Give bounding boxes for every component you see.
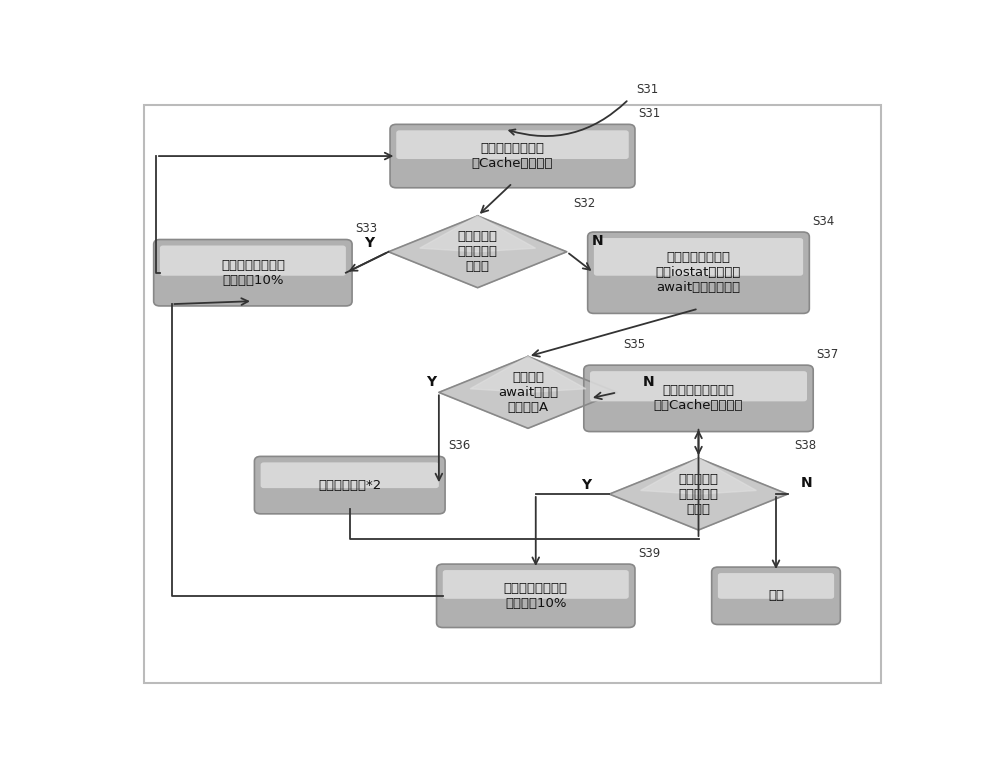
Text: Y: Y	[364, 235, 374, 250]
Text: S35: S35	[623, 337, 645, 350]
FancyBboxPatch shape	[584, 365, 813, 431]
Polygon shape	[470, 357, 586, 392]
FancyBboxPatch shape	[443, 570, 629, 599]
Text: S34: S34	[812, 215, 835, 228]
Text: N: N	[592, 234, 604, 248]
FancyBboxPatch shape	[594, 238, 803, 276]
FancyBboxPatch shape	[261, 462, 439, 488]
FancyBboxPatch shape	[254, 456, 445, 514]
Text: S31: S31	[638, 107, 660, 120]
Polygon shape	[388, 216, 567, 287]
Text: 该磁盘的
await值是否
高于阈值A: 该磁盘的 await值是否 高于阈值A	[498, 371, 558, 414]
Text: 将当前高低水位线
分别上调10%: 将当前高低水位线 分别上调10%	[221, 259, 285, 287]
FancyBboxPatch shape	[588, 232, 809, 313]
FancyBboxPatch shape	[154, 239, 352, 306]
Polygon shape	[641, 458, 756, 494]
Text: S37: S37	[816, 348, 839, 361]
Text: 再次查询阵列当前执
行的Cache刷新策略: 再次查询阵列当前执 行的Cache刷新策略	[654, 385, 743, 413]
FancyBboxPatch shape	[437, 564, 635, 628]
Text: S31: S31	[637, 83, 659, 96]
FancyBboxPatch shape	[144, 105, 881, 682]
Text: 查询阵列中所有磁
盘的iostat信息找出
await值最大的磁盘: 查询阵列中所有磁 盘的iostat信息找出 await值最大的磁盘	[656, 251, 741, 294]
Polygon shape	[439, 357, 617, 428]
Text: N: N	[642, 375, 654, 388]
Text: S36: S36	[448, 439, 470, 452]
FancyBboxPatch shape	[590, 371, 807, 402]
Text: Y: Y	[426, 375, 436, 388]
Polygon shape	[420, 216, 536, 252]
Text: Y: Y	[581, 478, 591, 492]
Text: 查询阵列当前执行
的Cache刷新策略: 查询阵列当前执行 的Cache刷新策略	[472, 142, 553, 170]
FancyBboxPatch shape	[712, 567, 840, 625]
Text: 刷新策略是
否为高水位
线刷新: 刷新策略是 否为高水位 线刷新	[458, 230, 498, 274]
Text: 将当前条带数*2: 将当前条带数*2	[318, 479, 381, 492]
FancyBboxPatch shape	[396, 131, 629, 159]
FancyBboxPatch shape	[390, 124, 635, 188]
Text: 将当前高低水位线
分别上调10%: 将当前高低水位线 分别上调10%	[504, 582, 568, 610]
FancyBboxPatch shape	[160, 246, 346, 276]
Text: 结束: 结束	[768, 589, 784, 602]
Text: S33: S33	[355, 222, 377, 235]
Polygon shape	[609, 458, 788, 530]
Text: S38: S38	[794, 439, 816, 452]
Text: 刷新策略是
否为高水位
线刷新: 刷新策略是 否为高水位 线刷新	[678, 472, 718, 516]
Text: N: N	[801, 476, 813, 490]
FancyBboxPatch shape	[718, 573, 834, 599]
Text: S32: S32	[573, 197, 595, 210]
Text: S39: S39	[638, 547, 660, 560]
